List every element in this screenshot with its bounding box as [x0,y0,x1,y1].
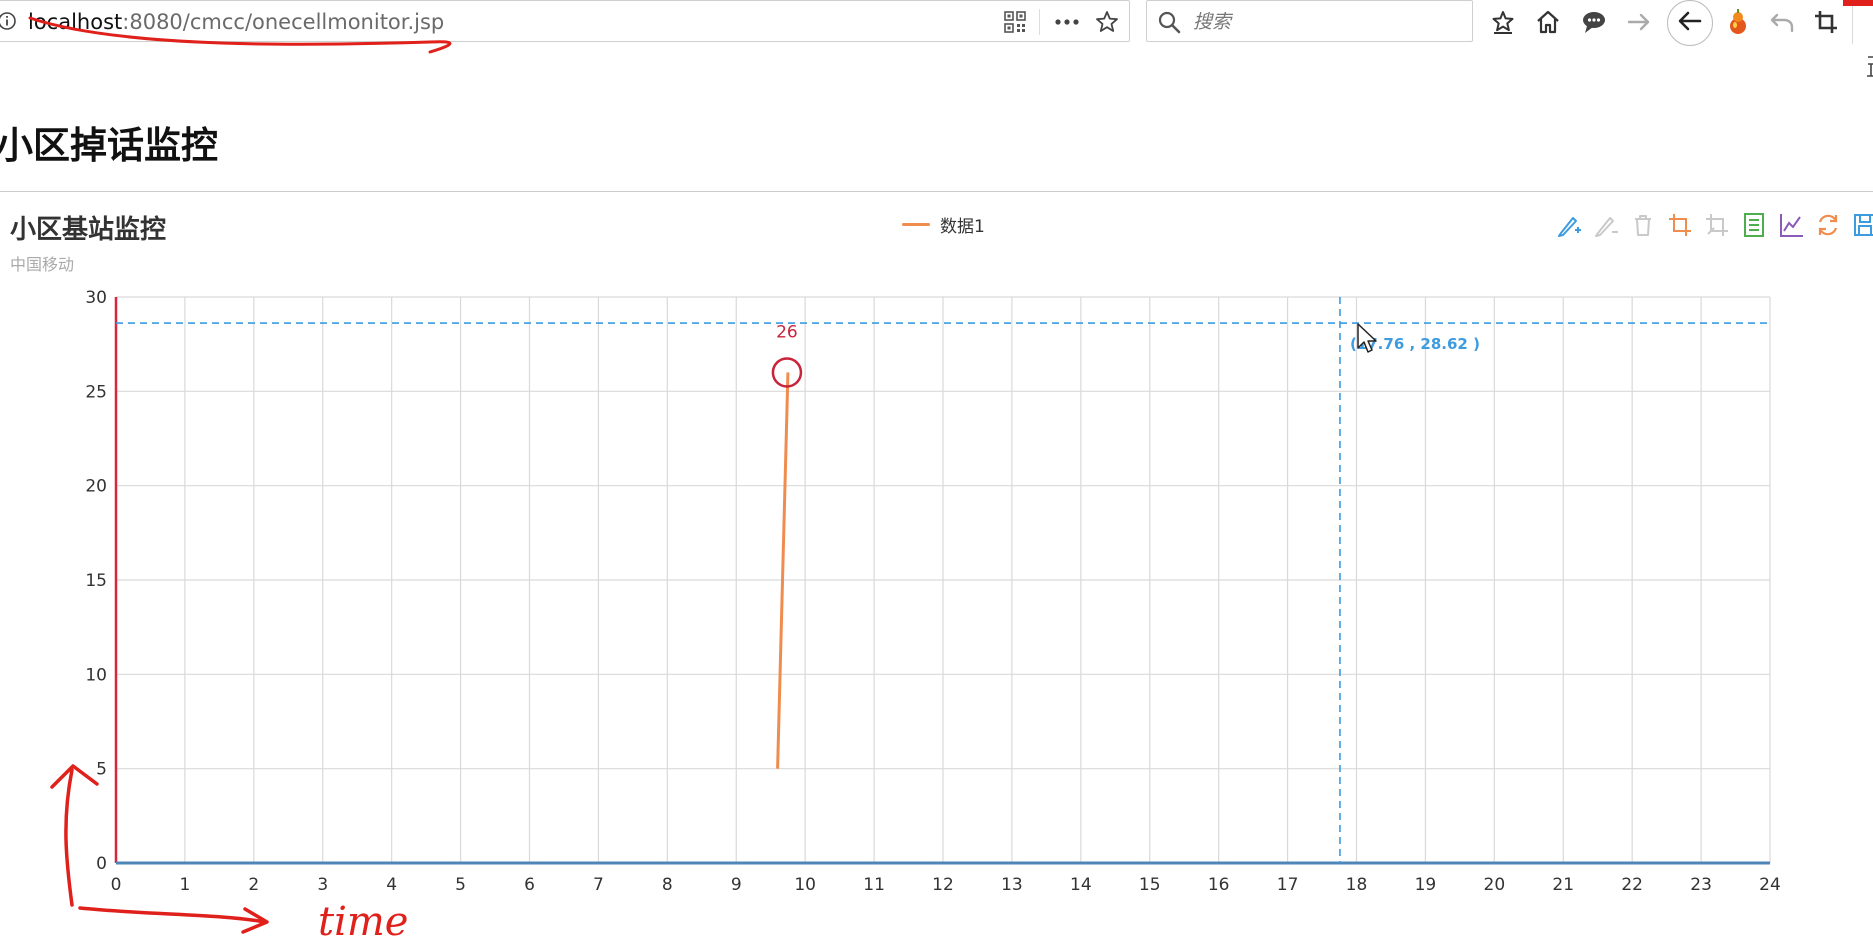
home-icon[interactable] [1532,6,1564,38]
x-tick-label: 4 [386,875,397,895]
x-tick-label: 19 [1415,875,1437,895]
chart-grid [114,296,1771,865]
x-tick-label: 10 [794,875,816,895]
y-tick-label: 25 [85,382,107,402]
x-tick-label: 17 [1277,875,1299,895]
crop-icon[interactable] [1810,6,1842,38]
y-tick-label: 0 [96,854,107,874]
y-tick-label: 20 [85,477,107,497]
point-value-label: 26 [776,322,798,342]
toolbar-separator [1852,0,1853,44]
more-actions-icon[interactable] [1054,9,1080,35]
bookmark-star-icon[interactable] [1094,9,1120,35]
back-button[interactable] [1667,0,1713,46]
qr-code-icon[interactable] [1002,9,1028,35]
crosshair-readout: (17.76 , 28.62 ) [1350,335,1480,353]
x-tick-label: 1 [180,875,191,895]
x-tick-label: 6 [524,875,535,895]
extension-gourd-icon[interactable] [1722,6,1754,38]
x-tick-label: 21 [1552,875,1574,895]
restore-icon[interactable] [1814,211,1842,239]
x-tick-label: 18 [1346,875,1368,895]
x-tick-label: 12 [932,875,954,895]
line-chart-icon[interactable] [1777,211,1805,239]
search-bar[interactable] [1146,0,1473,42]
info-icon[interactable] [0,11,17,31]
x-tick-label: 22 [1621,875,1643,895]
data-zoom-reset-icon[interactable] [1703,211,1731,239]
x-tick-label: 0 [111,875,122,895]
mouse-cursor-icon [1357,323,1377,353]
y-tick-label: 30 [85,288,107,308]
chart-tick-labels: 0 1 2 3 4 5 6 7 8 9 10 11 12 13 14 15 16 17 18 19 20 21 22 23 24… [85,288,1780,895]
red-edge-marker [1843,0,1873,6]
x-tick-label: 15 [1139,875,1161,895]
chart-legend-item[interactable]: 数据1 [902,212,985,237]
x-tick-label: 24 [1759,875,1781,895]
legend-swatch [902,223,930,226]
divider [0,191,1873,192]
x-tick-label: 13 [1001,875,1023,895]
series-line [776,372,790,769]
data-zoom-icon[interactable] [1666,211,1694,239]
save-image-icon[interactable] [1851,211,1873,239]
x-tick-label: 16 [1208,875,1230,895]
mark-clear-icon[interactable] [1629,211,1657,239]
x-tick-label: 23 [1690,875,1712,895]
undo-icon[interactable] [1766,6,1798,38]
chart-title: 小区基站监控 [10,215,167,245]
crosshair: (17.76 , 28.62 ) [116,297,1770,863]
clipped-edge-glyph [1866,54,1873,85]
x-tick-label: 3 [317,875,328,895]
chat-bubble-icon[interactable] [1578,6,1610,38]
x-tick-label: 2 [248,875,259,895]
x-tick-label: 9 [731,875,742,895]
data-view-icon[interactable] [1740,211,1768,239]
x-tick-label: 20 [1484,875,1506,895]
point-highlight-circle [771,357,803,388]
x-tick-label: 7 [593,875,604,895]
x-tick-label: 11 [863,875,885,895]
forward-arrow-icon[interactable] [1623,6,1655,38]
chart-toolbox [1555,211,1873,239]
mark-icon[interactable] [1555,211,1583,239]
search-input[interactable] [1191,5,1465,39]
x-tick-label: 8 [662,875,673,895]
y-tick-label: 5 [96,760,107,780]
back-arrow-icon [1676,7,1704,39]
mark-undo-icon[interactable] [1592,211,1620,239]
search-icon [1157,10,1181,34]
url-divider [1039,9,1040,35]
bookmarks-star-icon[interactable] [1487,6,1519,38]
y-tick-label: 15 [85,571,107,591]
page-title: 小区掉话监控 [0,124,218,167]
chart-subtitle: 中国移动 [10,255,75,274]
legend-label: 数据1 [940,217,985,237]
chart-series: 26 [771,322,803,769]
x-tick-label: 14 [1070,875,1092,895]
x-tick-label: 5 [455,875,466,895]
y-tick-label: 10 [85,665,107,685]
